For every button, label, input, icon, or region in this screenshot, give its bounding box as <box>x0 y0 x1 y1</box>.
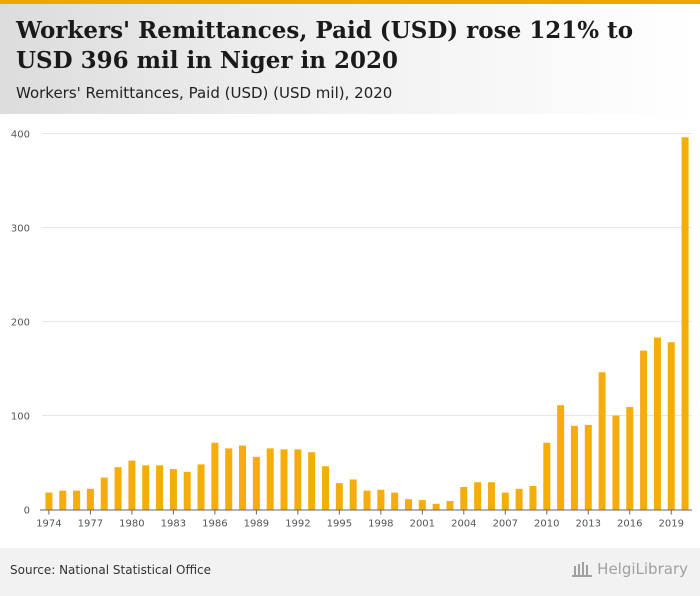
header: Workers' Remittances, Paid (USD) rose 12… <box>0 4 700 114</box>
bar-1988 <box>239 445 247 510</box>
top-accent-rule <box>0 0 700 4</box>
x-tick-label: 2010 <box>534 519 559 530</box>
bar-1982 <box>156 465 164 510</box>
chart-subtitle: Workers' Remittances, Paid (USD) (USD mi… <box>16 84 393 102</box>
bar-2011 <box>557 405 565 510</box>
bar-1997 <box>363 490 371 510</box>
bar-2014 <box>598 372 606 510</box>
x-tick-label: 2004 <box>451 519 476 530</box>
bar-2017 <box>640 350 648 510</box>
bar-1999 <box>391 492 399 510</box>
x-tick-label: 1980 <box>119 519 144 530</box>
y-tick-label: 100 <box>11 412 30 423</box>
bar-2015 <box>612 415 620 510</box>
bar-2006 <box>487 482 495 510</box>
bar-1974 <box>45 492 53 510</box>
chart-title: Workers' Remittances, Paid (USD) rose 12… <box>16 17 634 74</box>
bar-1975 <box>59 490 67 510</box>
x-tick-label: 1983 <box>161 519 186 530</box>
bar-2005 <box>474 482 482 510</box>
x-tick-label: 1986 <box>202 519 227 530</box>
bar-1991 <box>280 449 288 510</box>
bar-2010 <box>543 442 551 510</box>
bar-2003 <box>446 501 454 510</box>
x-tick-label: 1995 <box>327 519 352 530</box>
bar-2004 <box>460 486 468 510</box>
grid-lines <box>42 133 692 416</box>
bar-1995 <box>335 483 343 510</box>
bar-2001 <box>418 500 426 510</box>
bar-2019 <box>667 342 675 510</box>
y-axis-ticks: 0 100 200 300 400 <box>11 130 30 517</box>
bar-1986 <box>211 442 219 510</box>
bar-1981 <box>142 465 150 510</box>
bar-1978 <box>100 477 108 510</box>
logo-text: HelgiLibrary <box>597 560 688 578</box>
x-tick-label: 2013 <box>576 519 601 530</box>
bar-1983 <box>169 469 177 510</box>
bar-1976 <box>73 490 81 510</box>
bar-1985 <box>197 464 205 510</box>
bar-1992 <box>294 449 302 510</box>
bar-2002 <box>432 503 440 510</box>
y-tick-label: 0 <box>24 506 30 517</box>
bar-2000 <box>404 499 412 510</box>
bar-1980 <box>128 460 136 510</box>
y-tick-label: 300 <box>11 224 30 235</box>
x-tick-label: 1974 <box>36 519 61 530</box>
bar-1994 <box>322 466 330 510</box>
bar-2008 <box>515 488 523 510</box>
x-tick-label: 1998 <box>368 519 393 530</box>
x-tick-label: 1989 <box>244 519 269 530</box>
bar-1990 <box>266 448 274 510</box>
bars <box>45 137 689 510</box>
bar-1993 <box>308 452 316 510</box>
x-tick-label: 2019 <box>659 519 684 530</box>
x-tick-label: 2001 <box>410 519 435 530</box>
helgi-library-logo: HelgiLibrary <box>571 560 688 578</box>
bar-2009 <box>529 486 537 510</box>
bar-2016 <box>626 407 634 510</box>
bar-1989 <box>252 456 260 510</box>
y-tick-label: 400 <box>11 130 30 141</box>
x-tick-label: 1977 <box>78 519 103 530</box>
x-tick-label: 2016 <box>617 519 642 530</box>
bar-1977 <box>86 488 94 510</box>
bar-2018 <box>653 337 661 510</box>
y-tick-label: 200 <box>11 318 30 329</box>
library-columns-icon <box>572 562 593 577</box>
bar-2007 <box>501 492 509 510</box>
source-note: Source: National Statistical Office <box>10 563 212 577</box>
bar-2013 <box>584 424 592 510</box>
bar-1987 <box>225 448 233 510</box>
bar-2020 <box>681 137 689 510</box>
x-axis: 1974 1977 1980 1983 1986 1989 1992 1995 1998 2001… <box>36 509 692 530</box>
bar-1979 <box>114 467 122 510</box>
bar-1984 <box>183 471 191 510</box>
x-tick-label: 2007 <box>493 519 518 530</box>
bar-2012 <box>570 425 578 510</box>
bar-1998 <box>377 489 385 510</box>
x-tick-label: 1992 <box>285 519 310 530</box>
bar-1996 <box>349 479 357 510</box>
